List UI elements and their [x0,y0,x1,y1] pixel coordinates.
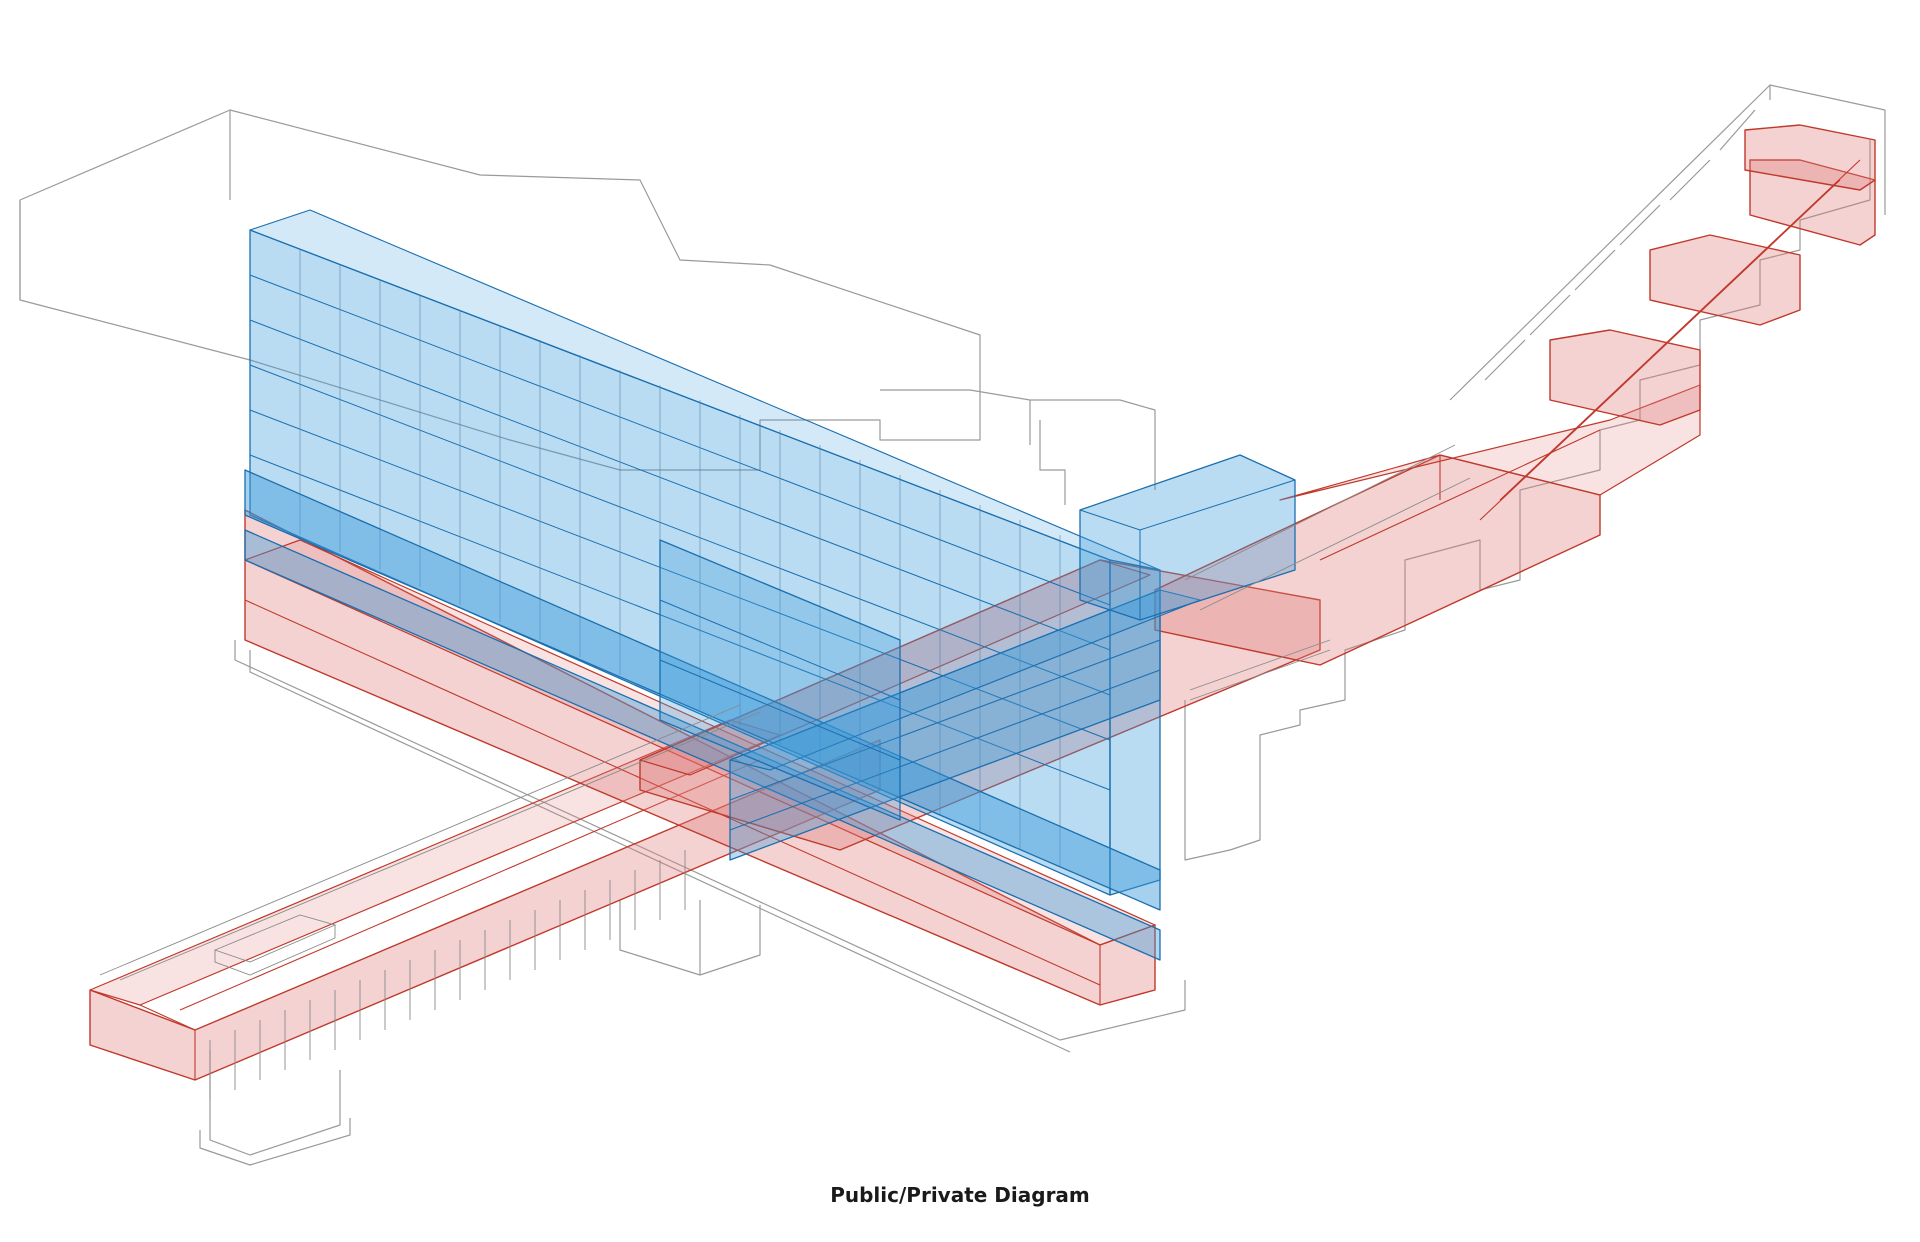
stair-step-2 [1649,234,1801,326]
stair-step-4 [1744,124,1876,191]
diagram-caption: Public/Private Diagram [830,1183,1090,1207]
public-zone-volumes [89,124,1876,1100]
private-zone-volumes [244,209,1296,961]
rear-cube [1079,454,1296,621]
detail-linework [99,444,1471,981]
context-building-outlines [19,84,1886,1166]
podium-private-floor-2 [244,529,1161,961]
stair-step-1 [1549,329,1701,426]
office-mullions [299,250,1061,867]
bridge-slats [209,850,686,1100]
stair-step-3 [1749,159,1876,246]
podium-private-floor-1 [244,469,1161,911]
office-floor-lines [249,274,1111,791]
